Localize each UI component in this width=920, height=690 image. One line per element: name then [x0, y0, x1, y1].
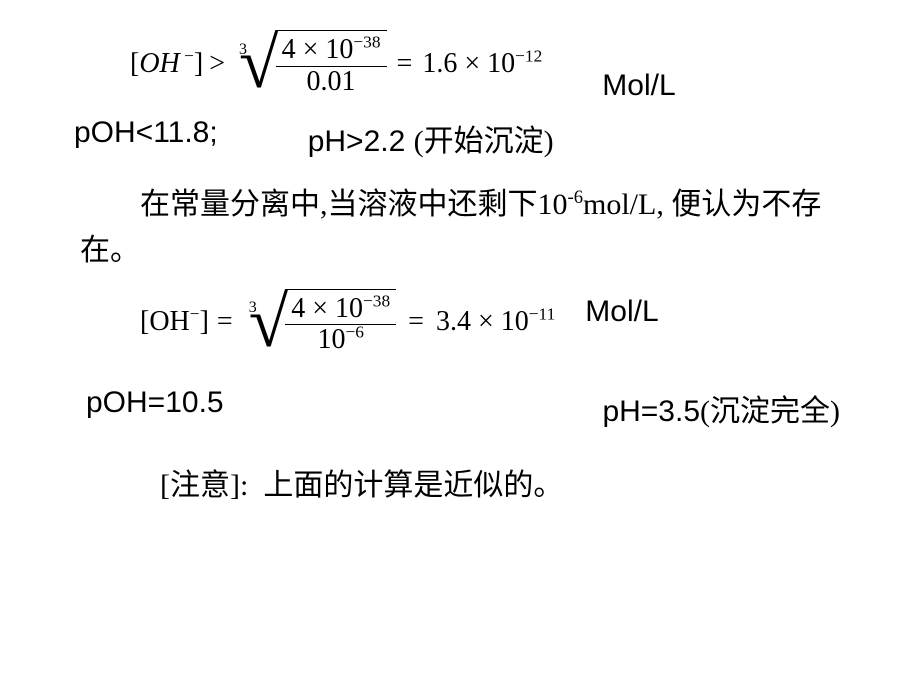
- eq2-rhs: 3.4 × 10−11: [436, 306, 555, 338]
- eq1-eqsign: =: [397, 48, 413, 80]
- body-paragraph: 在常量分离中,当溶液中还剩下10-6mol/L, 便认为不存在。: [80, 182, 870, 275]
- denominator-1: 0.01: [301, 67, 362, 98]
- equation-2: [OH−] = 3 √ 4 × 10−38 10−6 = 3.4 × 10−11…: [140, 289, 880, 357]
- ph-row-2: pOH=10.5 pH=3.5(沉淀完全): [86, 386, 840, 430]
- radicand-1: 4 × 10−38 0.01: [276, 30, 387, 98]
- denominator-2: 10−6: [311, 325, 369, 356]
- unit-2: Mol/L: [585, 295, 658, 329]
- radicand-2: 4 × 10−38 10−6: [285, 289, 396, 357]
- cube-root-2: 3 √ 4 × 10−38 10−6: [241, 289, 396, 357]
- numerator-1: 4 × 10−38: [276, 35, 387, 67]
- note-line: [注意]: 上面的计算是近似的。: [160, 460, 880, 504]
- ph-2: pH=3.5(沉淀完全): [602, 386, 840, 430]
- eq2-op: =: [217, 306, 233, 338]
- cube-root-1: 3 √ 4 × 10−38 0.01: [231, 30, 386, 98]
- eq1-lhs: [OH −]: [130, 48, 203, 80]
- ph-1: pH>2.2 (开始沉淀): [308, 116, 554, 160]
- ph-row-1: pOH<11.8; pH>2.2 (开始沉淀): [74, 116, 880, 160]
- eq2-lhs: [OH−]: [140, 306, 209, 338]
- eq1-op: >: [209, 48, 225, 80]
- slide-content: [OH −] > 3 √ 4 × 10−38 0.01 = 1.6 × 10−1…: [0, 0, 920, 534]
- root-index: 3: [239, 41, 247, 59]
- eq2-eqsign: =: [408, 306, 424, 338]
- poh-2: pOH=10.5: [86, 386, 224, 430]
- eq1-rhs: 1.6 × 10−12: [422, 48, 542, 80]
- numerator-2: 4 × 10−38: [285, 294, 396, 326]
- root-index-2: 3: [249, 299, 257, 317]
- unit-1: Mol/L: [602, 69, 675, 103]
- poh-1: pOH<11.8;: [74, 116, 218, 160]
- equation-1: [OH −] > 3 √ 4 × 10−38 0.01 = 1.6 × 10−1…: [130, 30, 880, 98]
